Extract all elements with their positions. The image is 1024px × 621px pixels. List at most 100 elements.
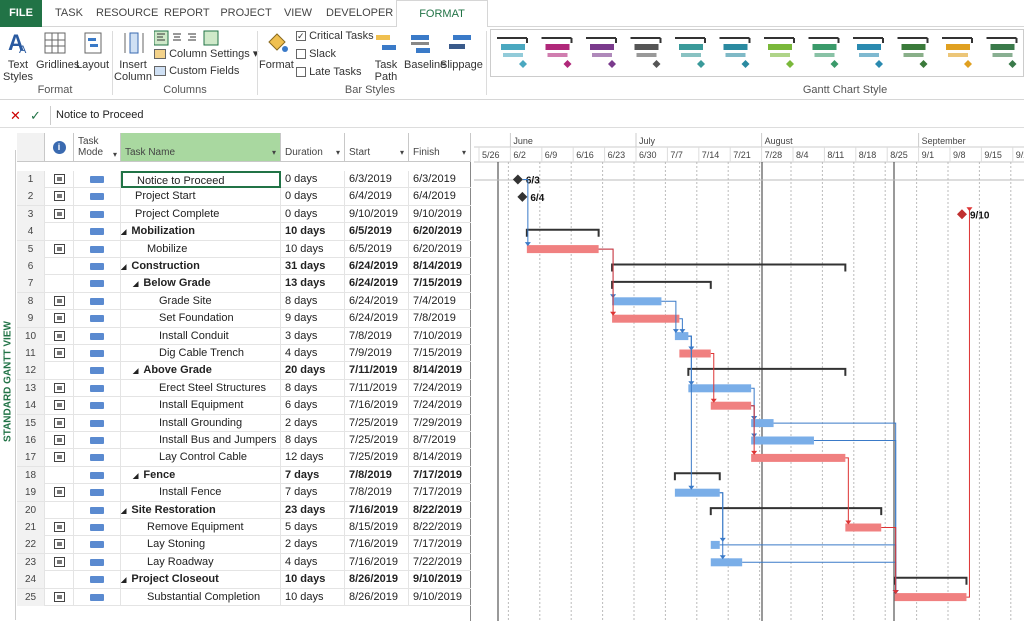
table-row[interactable]: 22 Lay Stoning 2 days 7/16/2019 7/17/2019: [17, 536, 471, 554]
gridlines-button[interactable]: Gridlines: [36, 30, 79, 82]
duration-header[interactable]: Duration ▾: [281, 133, 345, 162]
baseline-button[interactable]: Baseline: [404, 30, 446, 82]
task-name-cell[interactable]: ◢ Below Grade: [121, 275, 281, 293]
table-row[interactable]: 5 Mobilize 10 days 6/5/2019 6/20/2019: [17, 240, 471, 258]
start-cell[interactable]: 6/24/2019: [345, 310, 409, 328]
duration-cell[interactable]: 8 days: [281, 379, 345, 397]
task-mode-cell[interactable]: [74, 292, 121, 310]
start-cell[interactable]: 6/24/2019: [345, 258, 409, 275]
task-name-cell[interactable]: Install Equipment: [121, 397, 281, 415]
table-row[interactable]: 3 Project Complete 0 days 9/10/2019 9/10/201…: [17, 205, 471, 224]
tab-view[interactable]: VIEW: [283, 7, 313, 19]
task-mode-cell[interactable]: [74, 310, 121, 328]
duration-cell[interactable]: 20 days: [281, 362, 345, 380]
collapse-triangle-icon[interactable]: ◢: [133, 281, 139, 289]
start-header[interactable]: Start ▾: [345, 133, 409, 162]
duration-cell[interactable]: 10 days: [281, 571, 345, 589]
start-cell[interactable]: 7/8/2019: [345, 327, 409, 345]
insert-column-button[interactable]: Insert Column: [114, 30, 152, 83]
row-number[interactable]: 11: [17, 345, 45, 362]
task-mode-cell[interactable]: [74, 327, 121, 345]
table-row[interactable]: 17 Lay Control Cable 12 days 7/25/2019 8/14/…: [17, 449, 471, 467]
row-number[interactable]: 14: [17, 397, 45, 415]
duration-cell[interactable]: 4 days: [281, 345, 345, 362]
start-cell[interactable]: 6/5/2019: [345, 223, 409, 241]
duration-cell[interactable]: 23 days: [281, 501, 345, 519]
collapse-triangle-icon[interactable]: ◢: [121, 229, 127, 237]
row-number[interactable]: 4: [17, 223, 45, 241]
finish-cell[interactable]: 8/14/2019: [413, 451, 462, 464]
table-row[interactable]: 14 Install Equipment 6 days 7/16/2019 7/24/2…: [17, 397, 471, 415]
task-mode-cell[interactable]: [74, 362, 121, 380]
task-mode-header[interactable]: Task Mode ▾: [74, 133, 121, 162]
entry-input[interactable]: Notice to Proceed: [50, 106, 1020, 125]
table-row[interactable]: 20 ◢ Site Restoration 23 days 7/16/2019 8/22/…: [17, 501, 471, 519]
task-mode-cell[interactable]: [74, 258, 121, 275]
table-row[interactable]: 2 Project Start 0 days 6/4/2019 6/4/2019: [17, 188, 471, 206]
tab-task[interactable]: TASK: [55, 7, 83, 19]
start-cell[interactable]: 7/16/2019: [345, 397, 409, 415]
slack-checkbox[interactable]: Slack: [296, 48, 336, 62]
gantt-style-swatch[interactable]: [541, 37, 573, 68]
task-mode-cell[interactable]: [74, 466, 121, 484]
finish-cell[interactable]: 6/4/2019: [413, 190, 456, 203]
start-cell[interactable]: 7/9/2019: [345, 345, 409, 362]
slippage-button[interactable]: Slippage: [440, 30, 483, 82]
finish-cell[interactable]: 7/22/2019: [413, 555, 462, 568]
finish-cell[interactable]: 7/15/2019: [413, 277, 462, 290]
duration-cell[interactable]: 31 days: [281, 258, 345, 275]
task-name-cell[interactable]: ◢ Site Restoration: [121, 501, 281, 519]
table-row[interactable]: 24 ◢ Project Closeout 10 days 8/26/2019 9/10/…: [17, 571, 471, 589]
row-number[interactable]: 25: [17, 588, 45, 606]
duration-cell[interactable]: 2 days: [281, 414, 345, 432]
gantt-style-swatch[interactable]: [808, 37, 840, 68]
task-mode-cell[interactable]: [74, 275, 121, 293]
finish-cell[interactable]: 7/17/2019: [413, 538, 462, 551]
tab-developer[interactable]: DEVELOPER: [326, 7, 394, 19]
table-row[interactable]: 1 Notice to Proceed 0 days 6/3/2019 6/3/2019: [17, 171, 471, 189]
task-mode-cell[interactable]: [74, 519, 121, 536]
layout-button[interactable]: Layout: [76, 30, 109, 82]
format-button[interactable]: Format: [259, 30, 294, 82]
gantt-style-swatch[interactable]: [497, 37, 528, 68]
start-cell[interactable]: 9/10/2019: [345, 205, 409, 223]
custom-fields-button[interactable]: Custom Fields: [154, 65, 239, 79]
confirm-icon[interactable]: ✓: [30, 108, 41, 123]
start-cell[interactable]: 7/25/2019: [345, 449, 409, 467]
finish-cell[interactable]: 6/20/2019: [413, 242, 462, 255]
collapse-triangle-icon[interactable]: ◢: [121, 577, 127, 585]
gantt-style-swatch[interactable]: [719, 37, 751, 68]
task-mode-cell[interactable]: [74, 345, 121, 362]
row-number[interactable]: 19: [17, 484, 45, 502]
task-name-cell[interactable]: Install Grounding: [121, 414, 281, 432]
table-row[interactable]: 12 ◢ Above Grade 20 days 7/11/2019 8/14/2019: [17, 362, 471, 380]
finish-cell[interactable]: 7/24/2019: [413, 399, 462, 412]
tab-format[interactable]: FORMAT: [396, 0, 488, 28]
duration-cell[interactable]: 13 days: [281, 275, 345, 293]
task-name-cell[interactable]: Project Complete: [121, 205, 281, 223]
task-name-cell[interactable]: Lay Roadway: [121, 553, 281, 571]
row-number[interactable]: 22: [17, 536, 45, 554]
table-row[interactable]: 4 ◢ Mobilization 10 days 6/5/2019 6/20/2019: [17, 223, 471, 241]
collapse-triangle-icon[interactable]: ◢: [133, 368, 139, 376]
table-row[interactable]: 18 ◢ Fence 7 days 7/8/2019 7/17/2019: [17, 466, 471, 485]
task-name-cell[interactable]: Mobilize: [121, 240, 281, 258]
task-name-cell[interactable]: Set Foundation: [121, 310, 281, 328]
gantt-style-swatch[interactable]: [986, 37, 1018, 68]
row-number[interactable]: 20: [17, 501, 45, 519]
table-row[interactable]: 10 Install Conduit 3 days 7/8/2019 7/10/2019: [17, 327, 471, 345]
table-row[interactable]: 7 ◢ Below Grade 13 days 6/24/2019 7/15/2019: [17, 275, 471, 293]
duration-cell[interactable]: 0 days: [281, 205, 345, 223]
critical-tasks-checkbox[interactable]: ✓ Critical Tasks: [296, 30, 374, 44]
gantt-style-swatch[interactable]: [630, 37, 662, 68]
row-number[interactable]: 16: [17, 432, 45, 449]
start-cell[interactable]: 8/26/2019: [345, 588, 409, 606]
row-number[interactable]: 3: [17, 205, 45, 223]
finish-cell[interactable]: 9/10/2019: [413, 590, 462, 603]
task-mode-cell[interactable]: [74, 414, 121, 432]
task-name-cell[interactable]: ◢ Project Closeout: [121, 571, 281, 589]
duration-cell[interactable]: 12 days: [281, 449, 345, 467]
duration-cell[interactable]: 0 days: [281, 188, 345, 206]
table-row[interactable]: 8 Grade Site 8 days 6/24/2019 7/4/2019: [17, 292, 471, 311]
collapse-triangle-icon[interactable]: ◢: [121, 264, 127, 271]
